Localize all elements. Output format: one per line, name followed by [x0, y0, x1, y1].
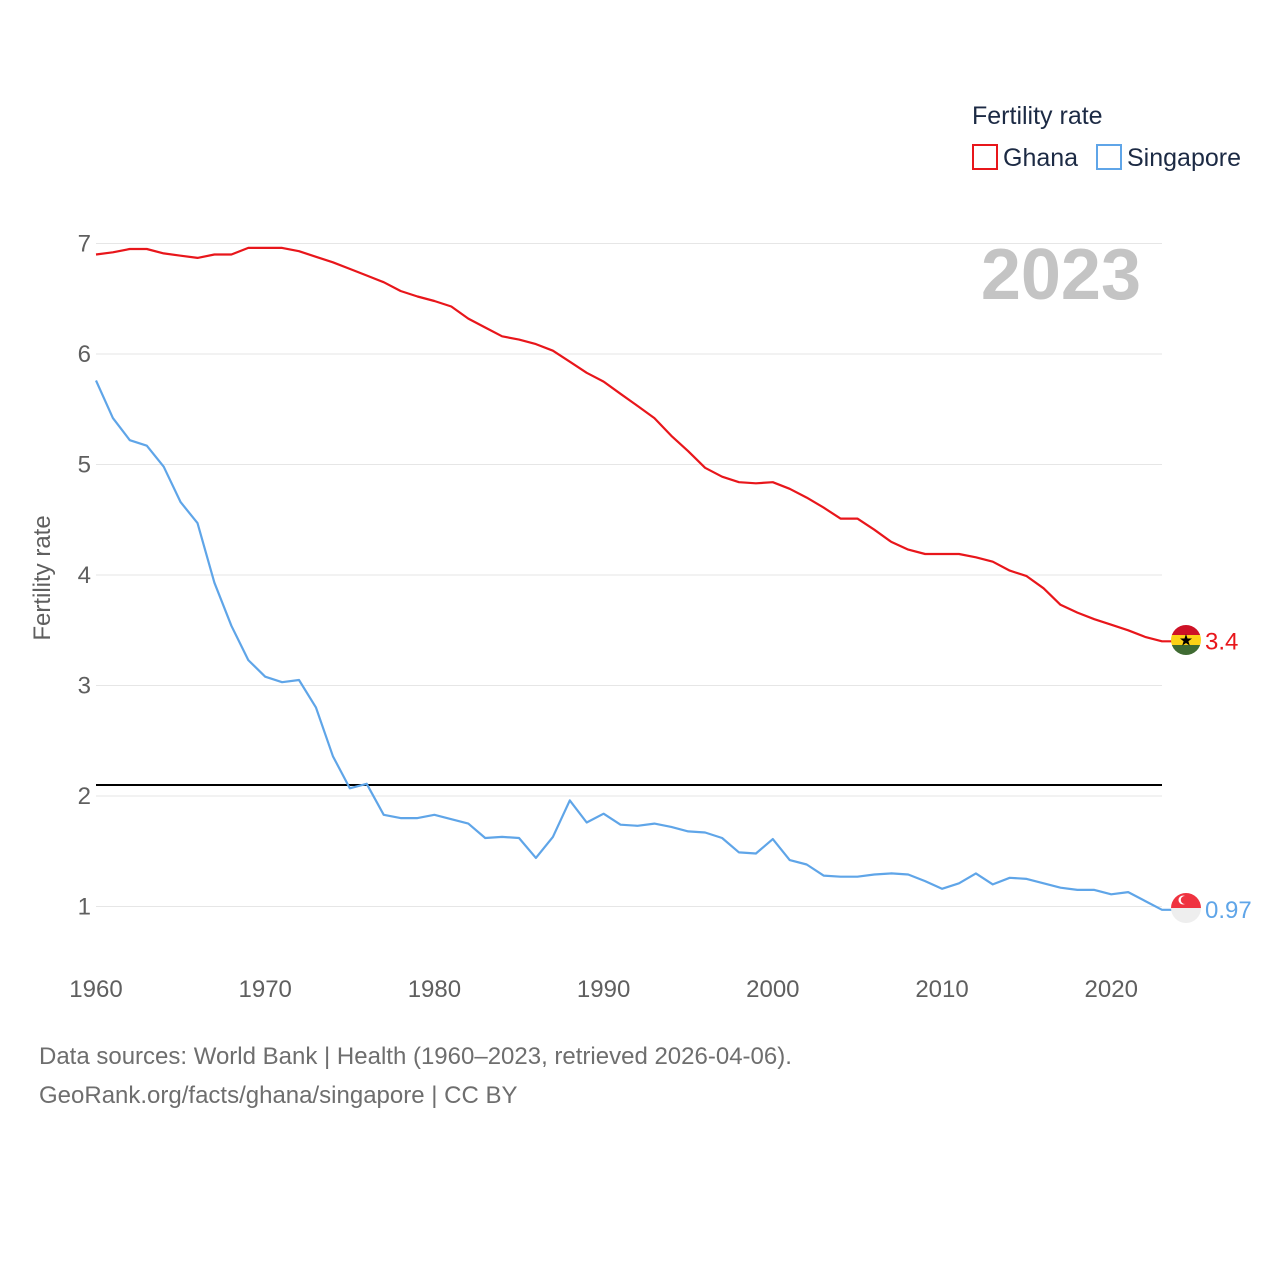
y-tick-label: 5 [78, 452, 91, 479]
singapore-end-value: 0.97 [1205, 897, 1252, 924]
x-axis-ticks: 1960 1970 1980 1990 2000 2010 2020 [69, 976, 1138, 1003]
grid-lines [96, 243, 1162, 907]
legend-label-singapore: Singapore [1127, 144, 1241, 172]
legend-swatch-singapore [1096, 144, 1122, 170]
y-axis-ticks: 1 2 3 4 5 6 7 [78, 231, 91, 921]
legend-item-ghana[interactable]: Ghana [972, 144, 1078, 172]
x-tick-label: 2020 [1085, 976, 1138, 1003]
legend-label-ghana: Ghana [1003, 144, 1078, 172]
series-line-ghana[interactable] [95, 246, 1172, 643]
series-line-singapore[interactable] [94, 380, 1172, 911]
source-note: Data sources: World Bank | Health (1960–… [39, 1043, 792, 1070]
ghana-end-value: 3.4 [1205, 628, 1238, 655]
singapore-flag-icon [1171, 893, 1201, 923]
x-tick-label: 1960 [69, 976, 122, 1003]
y-tick-label: 1 [78, 894, 91, 921]
y-tick-label: 4 [78, 562, 91, 589]
x-tick-label: 2010 [915, 976, 968, 1003]
legend: Fertility rate Ghana Singapore [972, 102, 1241, 172]
y-tick-label: 2 [78, 783, 91, 810]
ghana-flag-icon [1171, 625, 1201, 655]
legend-title: Fertility rate [972, 102, 1103, 130]
y-tick-label: 6 [78, 341, 91, 368]
x-tick-label: 1980 [408, 976, 461, 1003]
y-tick-label: 3 [78, 673, 91, 700]
source-link[interactable]: GeoRank.org/facts/ghana/singapore | CC B… [39, 1082, 518, 1109]
y-axis-title: Fertility rate [29, 515, 56, 640]
x-tick-label: 1990 [577, 976, 630, 1003]
legend-item-singapore[interactable]: Singapore [1096, 144, 1241, 172]
year-label: 2023 [981, 235, 1141, 315]
series-lines [94, 246, 1172, 911]
x-tick-label: 2000 [746, 976, 799, 1003]
y-tick-label: 7 [78, 231, 91, 258]
x-tick-label: 1970 [239, 976, 292, 1003]
legend-swatch-ghana [972, 144, 998, 170]
